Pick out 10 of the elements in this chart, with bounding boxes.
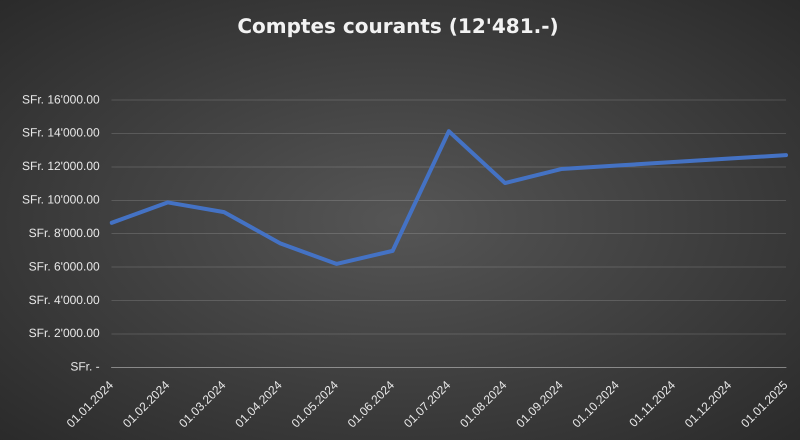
- y-tick-label: SFr. 12'000.00: [22, 159, 100, 174]
- y-tick-label: SFr. 8'000.00: [28, 226, 100, 240]
- y-tick-label: SFr. 16'000.00: [22, 92, 100, 106]
- y-tick-label: SFr. 4'000.00: [28, 292, 100, 307]
- chart-title: Comptes courants (12'481.-): [237, 14, 559, 38]
- y-tick-label: SFr. 10'000.00: [22, 192, 100, 207]
- y-tick-label: SFr. 2'000.00: [28, 326, 100, 340]
- y-tick-label: SFr. 6'000.00: [28, 259, 100, 274]
- y-tick-label: SFr. 14'000.00: [22, 126, 100, 140]
- y-tick-label: SFr. -: [70, 360, 100, 374]
